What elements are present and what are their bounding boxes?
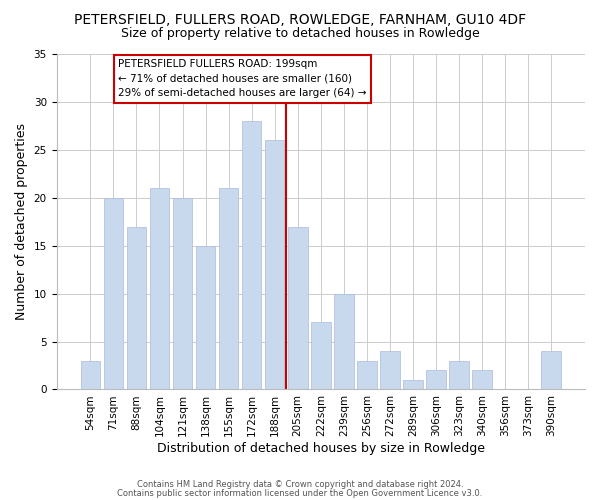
X-axis label: Distribution of detached houses by size in Rowledge: Distribution of detached houses by size … bbox=[157, 442, 485, 455]
Bar bbox=[334, 294, 353, 390]
Bar bbox=[472, 370, 492, 390]
Bar bbox=[449, 360, 469, 390]
Bar bbox=[104, 198, 123, 390]
Bar bbox=[403, 380, 423, 390]
Bar bbox=[380, 351, 400, 390]
Bar bbox=[173, 198, 193, 390]
Bar bbox=[426, 370, 446, 390]
Text: Size of property relative to detached houses in Rowledge: Size of property relative to detached ho… bbox=[121, 28, 479, 40]
Text: PETERSFIELD FULLERS ROAD: 199sqm
← 71% of detached houses are smaller (160)
29% : PETERSFIELD FULLERS ROAD: 199sqm ← 71% o… bbox=[118, 59, 367, 98]
Bar bbox=[80, 360, 100, 390]
Bar bbox=[242, 121, 262, 390]
Bar bbox=[196, 246, 215, 390]
Bar bbox=[127, 226, 146, 390]
Bar bbox=[219, 188, 238, 390]
Bar bbox=[541, 351, 561, 390]
Bar bbox=[288, 226, 308, 390]
Text: Contains HM Land Registry data © Crown copyright and database right 2024.: Contains HM Land Registry data © Crown c… bbox=[137, 480, 463, 489]
Bar bbox=[265, 140, 284, 390]
Text: Contains public sector information licensed under the Open Government Licence v3: Contains public sector information licen… bbox=[118, 488, 482, 498]
Text: PETERSFIELD, FULLERS ROAD, ROWLEDGE, FARNHAM, GU10 4DF: PETERSFIELD, FULLERS ROAD, ROWLEDGE, FAR… bbox=[74, 12, 526, 26]
Bar bbox=[149, 188, 169, 390]
Bar bbox=[311, 322, 331, 390]
Y-axis label: Number of detached properties: Number of detached properties bbox=[15, 123, 28, 320]
Bar bbox=[357, 360, 377, 390]
